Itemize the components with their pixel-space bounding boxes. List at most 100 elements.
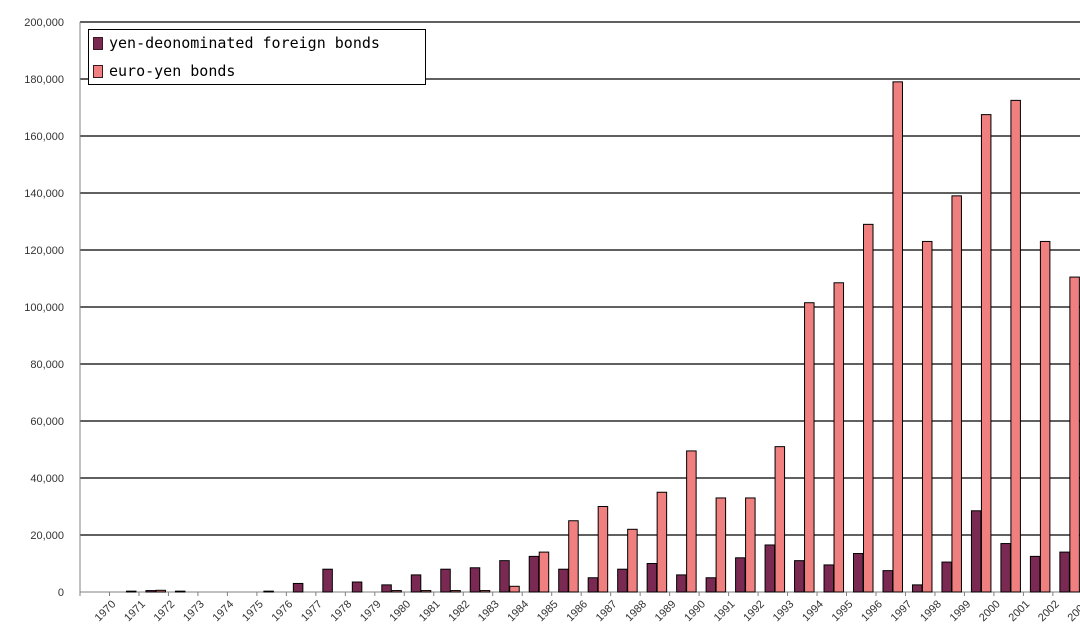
bar-yen-foreign-bonds: [941, 561, 952, 593]
bar-yen-foreign-bonds: [292, 582, 304, 593]
bar-yen-foreign-bonds: [174, 590, 186, 593]
x-tick-label: 1998: [918, 598, 944, 624]
x-tick-label: 1999: [948, 598, 974, 624]
y-tick-label: 40,000: [30, 473, 64, 485]
y-tick-label: 100,000: [24, 302, 64, 314]
legend-swatch-yen-foreign-bonds: [93, 36, 103, 50]
x-tick-label: 1974: [211, 598, 237, 624]
x-tick-label: 1981: [417, 598, 443, 624]
x-tick-label: 1982: [446, 598, 472, 624]
bar-euro-yen-bonds: [1069, 276, 1080, 593]
legend-label-yen-foreign-bonds: yen-deonominated foreign bonds: [109, 34, 380, 52]
legend-swatch-euro-yen-bonds: [93, 64, 103, 78]
x-tick-label: 1994: [800, 598, 826, 624]
bar-yen-foreign-bonds: [145, 590, 156, 593]
x-tick-label: 2000: [977, 598, 1003, 624]
bar-yen-foreign-bonds: [911, 584, 923, 593]
x-tick-label: 1997: [889, 598, 915, 624]
bar-euro-yen-bonds: [774, 446, 786, 593]
bar-euro-yen-bonds: [509, 585, 520, 593]
x-tick-label: 1991: [712, 598, 738, 624]
bar-yen-foreign-bonds: [1000, 543, 1011, 593]
bar-euro-yen-bonds: [833, 282, 845, 593]
x-tick-label: 1990: [682, 598, 708, 624]
bar-yen-foreign-bonds: [558, 568, 569, 593]
bar-euro-yen-bonds: [597, 506, 609, 593]
x-tick-label: 1973: [181, 598, 207, 624]
bar-yen-foreign-bonds: [440, 568, 451, 593]
x-tick-label: 1985: [535, 598, 561, 624]
bar-yen-foreign-bonds: [764, 544, 776, 593]
x-tick-label: 1989: [653, 598, 679, 624]
bar-euro-yen-bonds: [568, 520, 579, 593]
bar-yen-foreign-bonds: [882, 570, 893, 593]
y-tick-label: 20,000: [30, 530, 64, 542]
y-tick-label: 200,000: [24, 17, 64, 29]
legend-item-yen-foreign-bonds: yen-deonominated foreign bonds: [93, 32, 380, 54]
bar-yen-foreign-bonds: [617, 568, 628, 593]
legend-label-euro-yen-bonds: euro-yen bonds: [109, 62, 236, 80]
bar-yen-foreign-bonds: [646, 563, 658, 593]
bar-yen-foreign-bonds: [528, 555, 540, 593]
x-tick-label: 1983: [476, 598, 502, 624]
bar-yen-foreign-bonds: [735, 557, 746, 593]
bar-euro-yen-bonds: [980, 114, 992, 593]
y-tick-label: 140,000: [24, 188, 64, 200]
x-tick-label: 1988: [623, 598, 649, 624]
bar-yen-foreign-bonds: [469, 567, 481, 593]
bar-yen-foreign-bonds: [351, 581, 363, 593]
bar-yen-foreign-bonds: [410, 574, 422, 593]
x-tick-label: 1978: [328, 598, 354, 624]
x-tick-label: 1995: [830, 598, 856, 624]
bar-yen-foreign-bonds: [1029, 555, 1041, 593]
bar-yen-foreign-bonds: [794, 560, 805, 593]
bar-yen-foreign-bonds: [676, 574, 687, 593]
bar-euro-yen-bonds: [951, 195, 962, 593]
x-tick-label: 1986: [564, 598, 590, 624]
bar-euro-yen-bonds: [804, 302, 815, 593]
y-tick-label: 60,000: [30, 416, 64, 428]
x-tick-label: 1975: [240, 598, 266, 624]
bar-euro-yen-bonds: [450, 590, 461, 593]
y-tick-label: 0: [58, 587, 64, 599]
y-tick-label: 80,000: [30, 359, 64, 371]
bar-euro-yen-bonds: [155, 589, 166, 593]
bar-yen-foreign-bonds: [970, 510, 982, 593]
bar-yen-foreign-bonds: [263, 590, 274, 593]
x-tick-label: 1984: [505, 598, 531, 624]
y-tick-label: 180,000: [24, 74, 64, 86]
x-tick-label: 2002: [1036, 598, 1062, 624]
x-tick-label: 1996: [859, 598, 885, 624]
x-tick-label: 2003: [1066, 598, 1080, 624]
bar-euro-yen-bonds: [892, 81, 903, 593]
legend: yen-deonominated foreign bonds euro-yen …: [88, 29, 426, 85]
x-tick-label: 1980: [387, 598, 413, 624]
y-tick-label: 120,000: [24, 245, 64, 257]
x-tick-label: 1970: [93, 598, 119, 624]
bar-yen-foreign-bonds: [853, 553, 864, 593]
bar-euro-yen-bonds: [686, 450, 697, 593]
bar-euro-yen-bonds: [863, 223, 874, 593]
x-tick-label: 2001: [1007, 598, 1033, 624]
bar-yen-foreign-bonds: [381, 584, 392, 593]
x-tick-label: 1992: [741, 598, 767, 624]
x-tick-label: 1976: [270, 598, 296, 624]
bar-yen-foreign-bonds: [499, 560, 510, 593]
y-tick-label: 160,000: [24, 131, 64, 143]
bar-euro-yen-bonds: [391, 590, 402, 593]
bar-yen-foreign-bonds: [322, 568, 333, 593]
x-tick-label: 1979: [358, 598, 384, 624]
x-tick-label: 1971: [122, 598, 148, 624]
bar-yen-foreign-bonds: [1059, 551, 1070, 593]
x-tick-label: 1972: [152, 598, 178, 624]
bar-euro-yen-bonds: [745, 497, 756, 593]
x-tick-label: 1993: [771, 598, 797, 624]
bar-euro-yen-bonds: [715, 497, 727, 593]
x-tick-label: 1987: [594, 598, 620, 624]
bar-euro-yen-bonds: [1039, 240, 1051, 593]
bar-euro-yen-bonds: [921, 240, 933, 593]
bar-euro-yen-bonds: [1010, 99, 1021, 593]
legend-item-euro-yen-bonds: euro-yen bonds: [93, 60, 235, 82]
